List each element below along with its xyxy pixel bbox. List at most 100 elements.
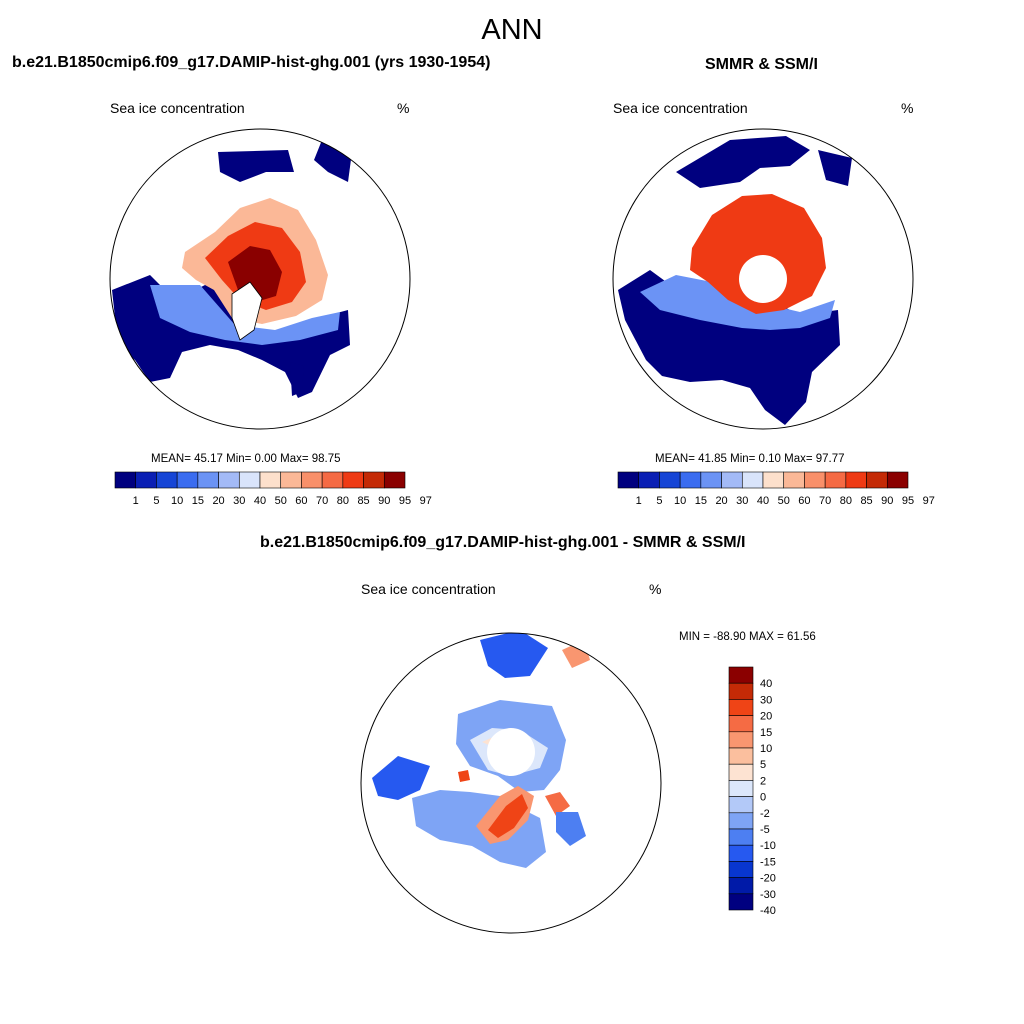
- colorbar-swatch: [728, 828, 754, 846]
- colorbar-swatch: [156, 471, 178, 489]
- diff-panel-subtitle: Sea ice concentration: [361, 581, 496, 597]
- left-panel-title: b.e21.B1850cmip6.f09_g17.DAMIP-hist-ghg.…: [12, 54, 491, 71]
- colorbar-label: 50: [778, 495, 790, 507]
- right-colorbar: 1 5 10 15 20 30 40 50 60 70 80 85 90 95 97: [617, 471, 935, 507]
- left-colorbar: 1 5 10 15 20 30 40 50 60 70 80 85 90 95 97: [114, 471, 432, 507]
- ice-northeast-patch: [818, 150, 852, 186]
- ice-north-patch: [676, 136, 810, 188]
- figure-title: ANN: [481, 14, 543, 46]
- right-panel-stats: MEAN= 41.85 Min= 0.10 Max= 97.77: [655, 453, 845, 465]
- colorbar-label: -30: [760, 889, 776, 901]
- colorbar-swatch: [679, 471, 702, 489]
- pole-hole: [739, 255, 787, 303]
- colorbar-swatch: [728, 780, 754, 797]
- colorbar-swatch: [342, 471, 364, 489]
- colorbar-swatch: [728, 796, 754, 814]
- diff-neg-north: [480, 633, 548, 678]
- right-panel-units: %: [901, 100, 914, 116]
- colorbar-swatch: [728, 715, 754, 733]
- colorbar-label: 30: [736, 495, 748, 507]
- colorbar-label: 10: [760, 743, 772, 755]
- colorbar-swatch: [638, 471, 660, 489]
- colorbar-label: 15: [760, 727, 772, 739]
- obs-map-boundary: [612, 128, 914, 430]
- right-panel-title: SMMR & SSM/I: [705, 56, 818, 73]
- colorbar-swatch: [728, 682, 754, 700]
- colorbar-swatch: [617, 471, 640, 489]
- colorbar-label: 60: [295, 495, 307, 507]
- colorbar-label: 20: [760, 711, 772, 723]
- colorbar-swatch: [728, 731, 754, 749]
- greenland-land: [231, 281, 263, 341]
- colorbar-swatch: [218, 471, 240, 489]
- colorbar-swatch: [762, 471, 785, 489]
- ice-north-patch: [218, 150, 294, 182]
- colorbar-label: 40: [760, 678, 772, 690]
- diff-pos-strong: [488, 794, 528, 838]
- colorbar-label: 5: [656, 495, 662, 507]
- right-panel-subtitle: Sea ice concentration: [613, 100, 748, 116]
- colorbar-label: 80: [337, 495, 349, 507]
- ice-hudson-patch: [290, 362, 304, 396]
- colorbar-label: 20: [715, 495, 727, 507]
- colorbar-label: 85: [860, 495, 872, 507]
- colorbar-swatch: [741, 471, 764, 489]
- colorbar-swatch: [728, 699, 754, 716]
- colorbar-swatch: [866, 471, 888, 489]
- colorbar-label: 2: [760, 775, 766, 787]
- colorbar-swatch: [783, 471, 805, 489]
- diff-minmax: MIN = -88.90 MAX = 61.56: [679, 631, 816, 643]
- colorbar-label: 5: [760, 759, 766, 771]
- colorbar-swatch: [383, 471, 406, 489]
- colorbar-swatch: [114, 471, 137, 489]
- colorbar-swatch: [659, 471, 681, 489]
- colorbar-swatch: [728, 861, 754, 878]
- colorbar-swatch: [728, 763, 754, 781]
- colorbar-swatch: [728, 893, 754, 911]
- colorbar-label: 5: [153, 495, 159, 507]
- colorbar-swatch: [238, 471, 261, 489]
- colorbar-label: 10: [674, 495, 686, 507]
- colorbar-label: 90: [378, 495, 390, 507]
- colorbar-label: 70: [316, 495, 328, 507]
- colorbar-swatch: [721, 471, 743, 489]
- left-panel-subtitle: Sea ice concentration: [110, 100, 245, 116]
- model-map: [109, 128, 411, 430]
- colorbar-swatch: [135, 471, 157, 489]
- colorbar-swatch: [845, 471, 867, 489]
- colorbar-label: 20: [212, 495, 224, 507]
- colorbar-swatch: [280, 471, 302, 489]
- left-panel-units: %: [397, 100, 410, 116]
- colorbar-label: 10: [171, 495, 183, 507]
- colorbar-swatch: [259, 471, 282, 489]
- colorbar-swatch: [321, 471, 344, 489]
- diff-panel-units: %: [649, 581, 662, 597]
- colorbar-swatch: [700, 471, 722, 489]
- ice-mid-band: [150, 285, 340, 345]
- colorbar-label: 97: [420, 495, 432, 507]
- colorbar-swatch: [728, 747, 754, 765]
- pole-hole: [487, 728, 535, 776]
- diff-map-boundary: [360, 632, 662, 934]
- colorbar-label: 50: [275, 495, 287, 507]
- colorbar-label: 0: [760, 792, 766, 804]
- colorbar-label: -2: [760, 808, 770, 820]
- diff-pos-northeast: [562, 640, 590, 668]
- colorbar-swatch: [363, 471, 385, 489]
- colorbar-swatch: [728, 812, 754, 830]
- colorbar-label: -10: [760, 840, 776, 852]
- colorbar-label: 70: [819, 495, 831, 507]
- colorbar-swatch: [301, 471, 323, 489]
- colorbar-swatch: [886, 471, 909, 489]
- colorbar-label: 30: [760, 694, 772, 706]
- colorbar-label: -15: [760, 856, 776, 868]
- colorbar-label: 40: [757, 495, 769, 507]
- colorbar-label: -5: [760, 824, 770, 836]
- diff-map: [360, 632, 662, 934]
- colorbar-swatch: [197, 471, 219, 489]
- colorbar-label: 97: [923, 495, 935, 507]
- diff-neg-west: [372, 756, 430, 800]
- colorbar-label: 30: [233, 495, 245, 507]
